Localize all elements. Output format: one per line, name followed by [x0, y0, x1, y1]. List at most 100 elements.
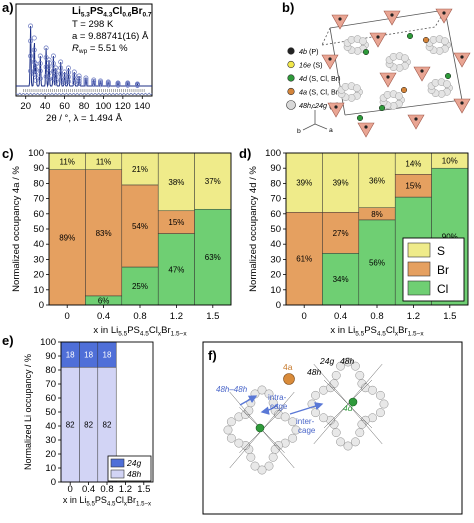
- text-part-4: Cl: [149, 325, 158, 336]
- text-part-1: 5.5: [118, 331, 127, 338]
- cage-li-atom-0-7: [257, 465, 267, 475]
- cage-edge-1-6: [347, 403, 373, 429]
- text-part-2: PS: [364, 325, 377, 336]
- legend-text-1: 16e (S): [299, 61, 323, 70]
- cage-li-atom-0-26: [280, 412, 290, 422]
- site-4a-atom: [283, 373, 295, 385]
- ytick-label-e-10: 100: [40, 337, 56, 348]
- panel-c-label: c): [2, 146, 14, 161]
- cage-li-atom-0-14: [223, 425, 233, 435]
- cage-edge-0-6: [261, 429, 285, 453]
- text-part-1: 5.5: [86, 501, 95, 508]
- bar-label-c-S-0: 11%: [59, 157, 74, 166]
- xrd-point-14-3: [91, 82, 97, 87]
- cage-li-atom-1-8: [336, 437, 346, 447]
- ytick-label-c-1: 10: [33, 285, 44, 296]
- p-atom-3: [328, 57, 332, 61]
- ytick-label-c-5: 50: [33, 224, 44, 235]
- cage-li-atom-0-9: [246, 452, 256, 462]
- legend-d-text-Br: Br: [437, 263, 449, 277]
- ytick-label-e-0: 0: [51, 477, 56, 488]
- cage-edge-1-1: [347, 363, 383, 405]
- xrd-xtick-label-6: 140: [134, 101, 150, 112]
- xrd-point-15-3: [98, 82, 103, 88]
- ps4-tetrahedron-0: [331, 14, 349, 30]
- xtick-label-d-0: 0: [302, 311, 307, 322]
- text-part-1: 5.3: [81, 12, 90, 19]
- bar-label-d-Br-0: 61%: [296, 255, 312, 264]
- xtick-label-e-3: 1.2: [119, 484, 132, 495]
- bar-label-e-24g-0: 18: [66, 351, 75, 360]
- cage-edge-0-7: [239, 429, 263, 453]
- xtick-label-e-2: 0.8: [100, 484, 113, 495]
- xtick-label-d-2: 0.8: [370, 311, 383, 322]
- xrd-formula-text: Li5.3PS4.3Cl0.6Br0.7: [72, 6, 152, 19]
- ps4-tetrahedron-6: [453, 52, 471, 68]
- xlabel-c: x in Li5.5PS4.5ClxBr1.5−x: [93, 325, 187, 338]
- text-part-6: Br: [398, 325, 408, 336]
- bar-label-d-Cl-1: 34%: [333, 275, 349, 284]
- bar-label-c-Br-0: 89%: [59, 233, 75, 242]
- site-4d-atom-left: [255, 423, 265, 433]
- ytick-label-e-2: 20: [45, 449, 56, 460]
- xrd-point-3-0: [37, 53, 43, 59]
- legend-e-text-24g: 24g: [126, 458, 141, 468]
- legend-d-text-S: S: [437, 244, 445, 258]
- legend-d-swatch-Cl: [407, 280, 431, 296]
- cage-edge-0-3: [229, 429, 263, 469]
- ytick-label-e-1: 10: [45, 463, 56, 474]
- p-atom-1: [390, 13, 394, 17]
- ytick-label-e-6: 60: [45, 393, 56, 404]
- cage-li-atom-1-7: [343, 441, 353, 451]
- axis-triad: [302, 110, 328, 131]
- ytick-label-d-1: 10: [270, 285, 281, 296]
- bar-c-S-4: [194, 152, 232, 210]
- p-atom-5: [420, 69, 424, 73]
- bar-d-Br-1: [322, 212, 360, 254]
- ylabel-c: Normalized occupancy 4a / %: [11, 166, 22, 292]
- li-cages: [223, 357, 389, 475]
- bar-d-Cl-2: [358, 219, 396, 306]
- xtick-label-c-4: 1.5: [206, 311, 219, 322]
- text-part-6: Br: [131, 6, 142, 17]
- panel-c: c) 89% 11% 6% 83% 11% 25% 54% 21% 47% 15% 38% 63% 37…: [2, 146, 232, 338]
- text-part-0: x in Li: [93, 325, 118, 336]
- legend-text-3: 4a (S, Cl, Br): [299, 88, 341, 97]
- bar-label-c-Br-1: 83%: [96, 229, 112, 238]
- legend-d: S Br Cl: [402, 237, 465, 302]
- ytick-label-d-0: 0: [276, 300, 281, 311]
- legend-marker-3: [287, 87, 295, 96]
- legend-marker-0: [287, 47, 295, 55]
- xtick-label-c-0: 0: [65, 311, 70, 322]
- p-atom-9: [414, 117, 418, 121]
- cage-li-atom-1-21: [343, 357, 353, 367]
- ytick-label-d-3: 30: [270, 254, 281, 265]
- cage-li-atom-1-26: [368, 385, 377, 395]
- p-atom-7: [334, 105, 338, 109]
- bar-c-Br-2: [121, 184, 159, 268]
- xrd-point-11-3: [71, 80, 77, 85]
- text-part-3: 4.3: [103, 12, 112, 19]
- cage-li-atom-1-20: [336, 361, 346, 371]
- bar-label-c-S-2: 21%: [132, 165, 148, 174]
- legend-site-2: 4d: [299, 74, 308, 83]
- ps4-tetrahedron-1: [383, 10, 401, 26]
- text-part-5: x: [124, 501, 127, 508]
- panel-d-label: d): [239, 146, 251, 161]
- cage-li-atom-0-27: [288, 417, 298, 427]
- cage-li-atom-1-23: [355, 370, 365, 380]
- halide-atom-6: [378, 104, 386, 112]
- cage-li-atom-1-27: [376, 390, 385, 400]
- xtick-label-e-0: 0: [68, 484, 73, 495]
- xrd-point-19-3: [134, 83, 140, 88]
- cage-li-atom-1-19: [331, 370, 341, 380]
- halide-sites: [356, 32, 452, 122]
- text-part-7: 0.7: [143, 12, 152, 19]
- xtick-label-e-4: 1.5: [137, 484, 150, 495]
- intra-cage-label-1: intra-: [268, 393, 287, 402]
- ytick-label-d-5: 50: [270, 224, 281, 235]
- p-atom-2: [442, 11, 446, 15]
- text-part-5: x: [158, 331, 162, 338]
- xrd-point-7-3: [53, 79, 59, 84]
- bar-d-Br-0: [285, 212, 323, 306]
